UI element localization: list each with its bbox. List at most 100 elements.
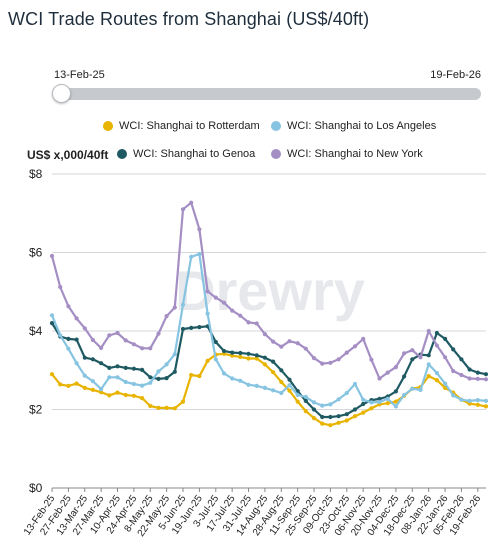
data-point [426, 374, 431, 379]
data-point [49, 321, 55, 326]
data-point [148, 375, 153, 380]
legend-item-genoa[interactable]: WCI: Shanghai to Genoa [117, 148, 255, 160]
data-point [246, 351, 251, 356]
data-point [140, 367, 145, 372]
data-point [254, 353, 259, 358]
data-point [148, 346, 153, 351]
data-point [58, 284, 63, 290]
data-point [172, 352, 177, 357]
date-range-slider[interactable]: 13-Feb-25 19-Feb-26 [52, 69, 481, 104]
data-point [123, 365, 128, 370]
data-point [483, 372, 489, 377]
data-point [140, 346, 145, 351]
data-point [385, 370, 390, 375]
data-point [410, 357, 415, 362]
data-point [205, 358, 210, 363]
data-point [475, 402, 480, 407]
data-point [90, 379, 95, 384]
data-point [82, 373, 87, 378]
data-point [336, 414, 341, 419]
data-point [459, 372, 464, 378]
data-point [156, 405, 161, 410]
range-track[interactable] [54, 88, 481, 100]
data-point [82, 326, 87, 331]
data-point [393, 404, 398, 409]
data-point [123, 392, 128, 398]
data-point [320, 361, 325, 366]
data-point [393, 365, 398, 370]
legend-label-los-angeles: WCI: Shanghai to Los Angeles [287, 120, 437, 132]
data-point [483, 398, 489, 403]
data-point [66, 383, 71, 388]
data-point [377, 396, 382, 401]
data-point [475, 398, 480, 403]
legend-item-new-york[interactable]: WCI: Shanghai to New York [271, 148, 423, 160]
data-point [262, 385, 267, 390]
data-point [434, 378, 439, 383]
data-point [344, 412, 349, 417]
data-point [197, 252, 202, 257]
data-point [467, 398, 472, 403]
data-point [90, 387, 95, 392]
data-point [434, 343, 439, 348]
data-point [58, 333, 63, 338]
data-point [99, 387, 104, 392]
data-point [328, 414, 333, 420]
data-point [66, 346, 71, 351]
data-point [320, 403, 325, 408]
data-point [180, 399, 186, 404]
data-point [189, 372, 194, 378]
legend-item-rotterdam[interactable]: WCI: Shanghai to Rotterdam [103, 120, 260, 132]
y-tick-label: $6 [29, 246, 43, 260]
data-point [221, 371, 227, 376]
data-point [107, 333, 112, 338]
data-point [352, 381, 358, 387]
data-point [410, 348, 415, 353]
data-point [443, 355, 448, 360]
data-point [385, 401, 390, 406]
data-point [483, 404, 489, 409]
data-point [344, 390, 349, 396]
data-point [172, 305, 177, 310]
data-point [107, 365, 112, 370]
data-point [205, 311, 210, 316]
legend-swatch-new-york [271, 149, 281, 159]
data-point [369, 406, 374, 411]
data-point [230, 350, 235, 355]
data-point [279, 379, 284, 385]
data-point [238, 354, 243, 359]
data-point [254, 321, 259, 326]
data-point [180, 326, 186, 332]
data-point [443, 381, 448, 386]
y-axis-label: US$ x,000/40ft [27, 148, 109, 162]
data-point [426, 328, 431, 334]
data-point [385, 396, 390, 401]
data-point [74, 316, 79, 321]
data-point [475, 370, 480, 375]
data-point [434, 330, 439, 336]
data-point [66, 336, 71, 341]
data-point [156, 369, 161, 374]
data-point [140, 383, 145, 388]
data-point [131, 366, 136, 371]
data-point [238, 350, 243, 356]
legend-swatch-los-angeles [271, 121, 281, 131]
legend-item-los-angeles[interactable]: WCI: Shanghai to Los Angeles [271, 120, 436, 132]
data-point [66, 304, 71, 309]
data-point [213, 295, 218, 300]
data-point [279, 368, 284, 373]
data-point [262, 332, 267, 337]
data-point [156, 331, 161, 336]
data-point [418, 355, 423, 360]
data-point [402, 351, 407, 356]
range-handle[interactable] [52, 84, 71, 103]
data-point [58, 382, 63, 387]
data-point [107, 375, 112, 380]
y-tick-label: $8 [29, 167, 43, 181]
data-point [197, 227, 202, 232]
data-point [344, 418, 349, 423]
data-point [123, 379, 128, 385]
data-point [131, 342, 136, 347]
data-point [115, 375, 120, 380]
